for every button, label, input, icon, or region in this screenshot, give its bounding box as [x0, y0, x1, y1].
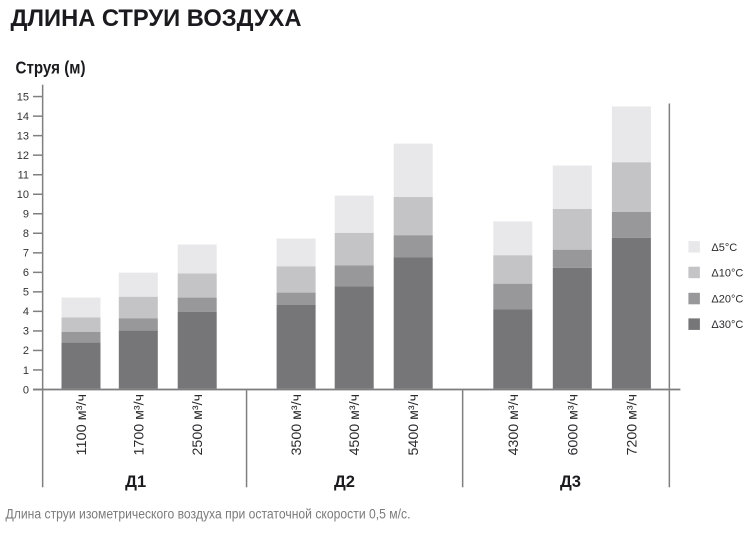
svg-text:Δ20°C: Δ20°C: [711, 294, 743, 306]
svg-text:1700 м³/ч: 1700 м³/ч: [130, 394, 146, 456]
svg-text:4: 4: [23, 306, 29, 318]
svg-text:Струя (м): Струя (м): [16, 58, 86, 78]
svg-text:Длина струи изометрического во: Длина струи изометрического воздуха при …: [6, 507, 411, 522]
svg-text:2: 2: [23, 345, 29, 357]
svg-text:8: 8: [23, 228, 29, 240]
svg-text:ДЛИНА СТРУИ ВОЗДУХА: ДЛИНА СТРУИ ВОЗДУХА: [11, 5, 302, 32]
svg-text:Д3: Д3: [560, 473, 581, 491]
svg-text:5: 5: [23, 287, 29, 299]
svg-text:5400 м³/ч: 5400 м³/ч: [405, 394, 421, 456]
svg-text:13: 13: [17, 130, 29, 142]
svg-text:4300 м³/ч: 4300 м³/ч: [505, 394, 521, 456]
svg-text:6: 6: [23, 267, 29, 279]
svg-text:3500 м³/ч: 3500 м³/ч: [288, 394, 304, 456]
svg-text:11: 11: [18, 170, 29, 182]
svg-text:0: 0: [23, 384, 29, 396]
svg-text:Δ30°C: Δ30°C: [711, 319, 743, 331]
svg-text:12: 12: [17, 150, 29, 162]
svg-text:1100 м³/ч: 1100 м³/ч: [73, 394, 89, 456]
svg-text:1: 1: [23, 365, 29, 377]
svg-text:6000 м³/ч: 6000 м³/ч: [564, 394, 580, 456]
svg-text:10: 10: [17, 189, 29, 201]
svg-text:9: 9: [23, 209, 29, 221]
svg-text:Д1: Д1: [125, 473, 146, 491]
svg-text:15: 15: [17, 91, 29, 103]
svg-text:7: 7: [23, 248, 29, 260]
svg-text:7200 м³/ч: 7200 м³/ч: [623, 394, 639, 456]
svg-text:2500 м³/ч: 2500 м³/ч: [189, 394, 205, 456]
svg-text:Δ10°C: Δ10°C: [711, 268, 743, 280]
svg-text:4500 м³/ч: 4500 м³/ч: [346, 394, 362, 456]
svg-text:14: 14: [17, 111, 29, 123]
svg-text:3: 3: [23, 326, 29, 338]
svg-text:Δ5°C: Δ5°C: [711, 242, 737, 254]
svg-text:Д2: Д2: [334, 473, 355, 491]
